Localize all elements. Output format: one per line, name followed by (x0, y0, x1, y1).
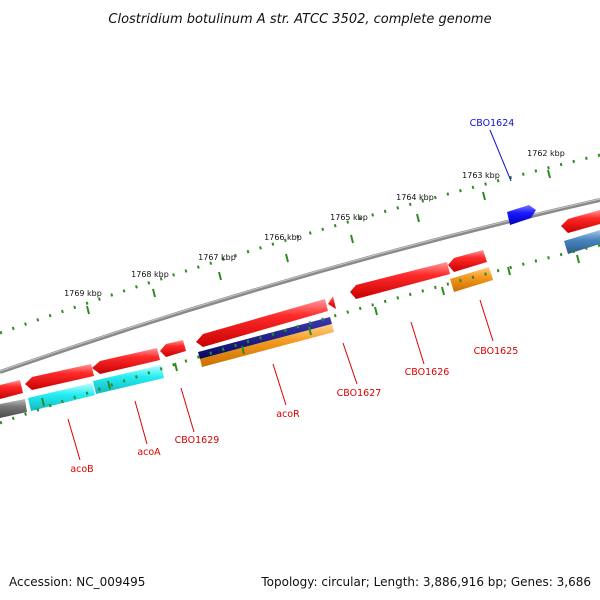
ruler-label: 1768 kbp (131, 270, 169, 279)
gene-arrow-cbo1626[interactable] (350, 262, 450, 299)
inner-ruler-tick (576, 254, 580, 264)
ruler-labels: 1769 kbp 1768 kbp 1767 kbp 1766 kbp 1765… (64, 149, 565, 298)
gene-arrow[interactable] (561, 210, 600, 233)
gene-label-acob[interactable]: acoB (70, 464, 93, 475)
gene-label-cbo1629[interactable]: CBO1629 (175, 435, 220, 446)
inner-ruler-tick (41, 397, 45, 407)
leader-line-acoa (134, 400, 148, 445)
leader-line-cbo1625 (479, 299, 494, 342)
feature-bar-acoa (93, 365, 164, 394)
feature-track (0, 230, 600, 418)
reverse-strand-genes (0, 210, 600, 399)
leader-line-cbo1626 (410, 321, 425, 365)
gene-label-acor[interactable]: acoR (276, 409, 300, 420)
inner-ruler-tick (308, 326, 312, 336)
gene-label-cbo1627[interactable]: CBO1627 (337, 388, 382, 399)
feature-bar-acor-orange (200, 324, 334, 367)
inner-ruler-tick (441, 286, 445, 296)
ruler-label: 1763 kbp (462, 171, 500, 180)
accession-text: Accession: NC_009495 (9, 575, 145, 589)
feature-bar (0, 399, 27, 418)
feature-bar-acob (28, 383, 95, 411)
feature-bar (564, 230, 600, 254)
ruler-label: 1767 kbp (198, 253, 236, 262)
ruler-label: 1762 kbp (527, 149, 565, 158)
gene-label-cbo1626[interactable]: CBO1626 (405, 367, 450, 378)
inner-ruler-tick (374, 306, 378, 316)
outer-ruler-tick (547, 169, 551, 179)
ruler-label: 1765 kbp (330, 213, 368, 222)
outer-ruler-tick (350, 234, 354, 244)
gene-label-acoa[interactable]: acoA (137, 447, 161, 458)
leader-line-cbo1624 (489, 129, 512, 182)
gene-arrow-cbo1625[interactable] (448, 250, 487, 272)
inner-ruler (0, 243, 600, 425)
topology-text: Topology: circular; Length: 3,886,916 bp… (260, 575, 591, 589)
gene-arrow-acob[interactable] (25, 364, 94, 390)
gene-arrow-acor[interactable] (196, 299, 328, 347)
leader-line-cbo1627 (342, 342, 358, 385)
gene-arrow-cbo1624[interactable] (507, 205, 536, 225)
outer-ruler-tick (86, 305, 90, 315)
gene-label-cbo1624[interactable]: CBO1624 (470, 118, 515, 129)
feature-bar-cbo1625 (450, 267, 493, 292)
outer-ruler-tick (218, 271, 222, 281)
inner-ruler-tick (507, 266, 511, 276)
inner-ruler-tick (174, 362, 178, 372)
outer-ruler-tick (482, 191, 486, 201)
outer-ruler-tick (152, 288, 156, 298)
ruler-label: 1766 kbp (264, 233, 302, 242)
ruler-label: 1769 kbp (64, 289, 102, 298)
gene-arrow-acoa[interactable] (92, 348, 160, 374)
gene-label-cbo1625[interactable]: CBO1625 (474, 346, 519, 357)
gene-arrow[interactable] (0, 380, 23, 399)
leader-line-acor (272, 363, 287, 406)
outer-ruler-tick (285, 253, 289, 263)
ruler-label: 1764 kbp (396, 193, 434, 202)
outer-ruler (0, 153, 600, 335)
outer-ruler-tick (416, 213, 420, 223)
map-title: Clostridium botulinum A str. ATCC 3502, … (108, 12, 491, 27)
gene-arrow-cbo1627[interactable] (328, 296, 336, 309)
inner-ruler-tick (241, 345, 245, 355)
leader-line-acob (67, 418, 81, 461)
gene-arrow-cbo1629[interactable] (160, 340, 186, 357)
leader-line-cbo1629 (180, 387, 195, 433)
inner-ruler-tick (107, 380, 111, 390)
gene-label-leaders (67, 129, 512, 461)
gene-labels: acoB acoA CBO1629 acoR CBO1627 CBO1626 C… (70, 118, 518, 475)
